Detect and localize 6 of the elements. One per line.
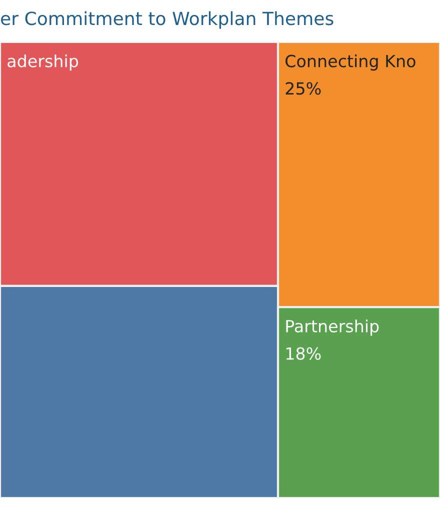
data-label: 25% [286, 82, 321, 95]
category-label: adership [8, 54, 78, 71]
text: er Commitment to Workplan Themes [0, 11, 334, 29]
category-label: Partnership [286, 320, 379, 336]
data-label: 18% [286, 347, 321, 360]
category-label: Connecting Kno [286, 54, 416, 71]
